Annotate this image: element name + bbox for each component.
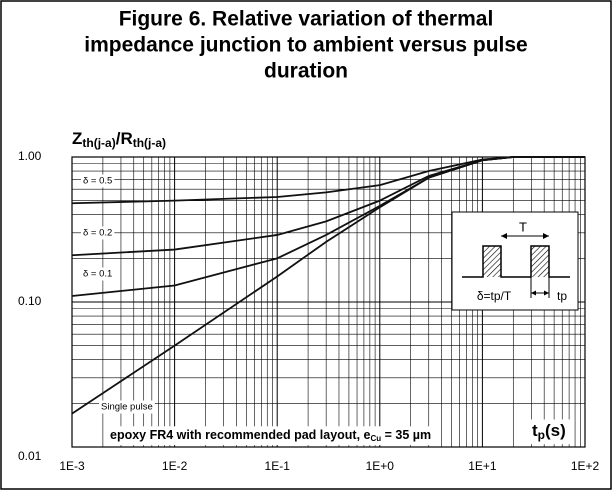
inset-label: δ=tp/T (477, 289, 512, 303)
chart-title: impedance junction to ambient versus pul… (84, 34, 527, 57)
chart-title: Figure 6. Relative variation of thermal (119, 8, 494, 31)
x-label-part: t (532, 421, 538, 440)
y-label-part: th(j-a) (133, 136, 166, 150)
y-label-part: Z (72, 129, 82, 148)
note-text: epoxy FR4 with recommended pad layout, e… (110, 428, 431, 443)
arrow-head (531, 290, 549, 296)
y-tick-label: 0.10 (18, 294, 42, 308)
x-axis-label: tp(s) (532, 421, 566, 442)
x-label-part: p (538, 428, 545, 442)
inset-label: tp (557, 289, 567, 303)
arrow-head (501, 233, 549, 239)
note-part: Cu (370, 434, 381, 443)
x-tick-label: 1E-2 (162, 459, 188, 473)
x-tick-label: 1E-3 (59, 459, 85, 473)
series-label: δ = 0.2 (83, 228, 112, 239)
series-label-bg (81, 226, 115, 240)
pulse-hatch (483, 246, 501, 277)
chart-title: duration (264, 60, 348, 83)
x-tick-label: 1E+1 (468, 459, 497, 473)
note: epoxy FR4 with recommended pad layout, e… (106, 426, 436, 446)
pulse-hatch (531, 246, 549, 277)
y-axis-label: Zth(j-a)/Rth(j-a) (72, 129, 166, 150)
series-label: δ = 0.1 (83, 269, 112, 280)
series-label-bg (99, 400, 155, 414)
x-tick-label: 1E-1 (265, 459, 291, 473)
series-label: δ = 0.5 (83, 176, 112, 187)
x-tick-label: 1E+2 (571, 459, 600, 473)
inset-label: T (519, 219, 527, 234)
inset-bg (451, 211, 579, 311)
series-line (71, 156, 585, 415)
y-tick-label: 0.01 (18, 449, 42, 463)
series-label: Single pulse (101, 402, 153, 413)
x-label-bg (528, 419, 570, 445)
note-part: = 35 µm (381, 428, 431, 442)
note-bg (106, 426, 436, 446)
x-tick-label: 1E+0 (366, 459, 395, 473)
x-label-part: (s) (545, 421, 566, 440)
y-label-part: /R (116, 129, 133, 148)
plot-border (71, 156, 586, 448)
y-label-part: th(j-a) (82, 136, 115, 150)
x-axis-label-group: tp(s) (528, 419, 570, 445)
y-tick-label: 1.00 (18, 149, 42, 163)
series-label-bg (81, 174, 115, 188)
note-part: epoxy FR4 with recommended pad layout, e (110, 428, 371, 442)
series-label-bg (81, 267, 115, 281)
inset: Tδ=tp/T tp (451, 211, 579, 311)
